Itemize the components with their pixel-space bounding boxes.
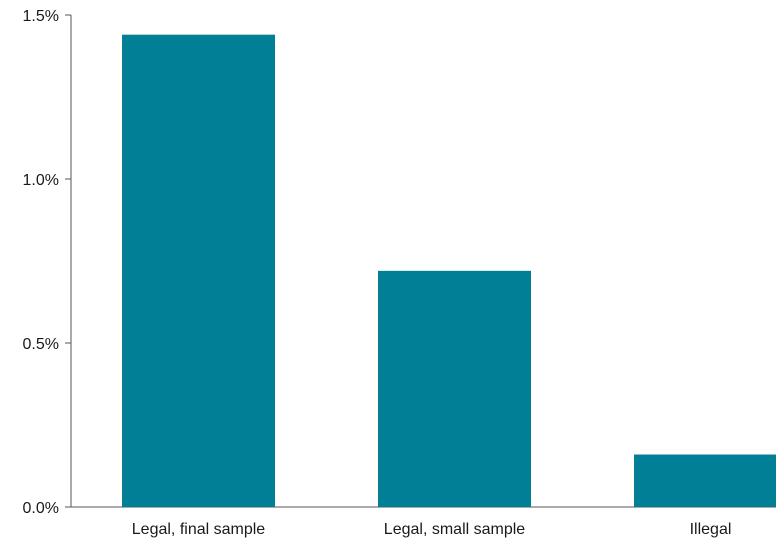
y-tick-label: 1.0% [23, 172, 59, 189]
bars [122, 34, 776, 508]
x-tick-label: Illegal [690, 521, 732, 538]
x-tick-label: Legal, final sample [132, 521, 266, 538]
bar [122, 34, 275, 508]
bar [378, 270, 531, 507]
y-axis: 0.0% 0.5% 1.0% 1.5% [23, 8, 72, 517]
y-tick-label: 1.5% [23, 8, 59, 25]
x-tick-label: Legal, small sample [384, 521, 526, 538]
y-tick-label: 0.0% [23, 500, 59, 517]
x-axis: Legal, final sample Legal, small sample Il… [71, 506, 776, 538]
bar [634, 454, 776, 507]
y-tick-label: 0.5% [23, 336, 59, 353]
